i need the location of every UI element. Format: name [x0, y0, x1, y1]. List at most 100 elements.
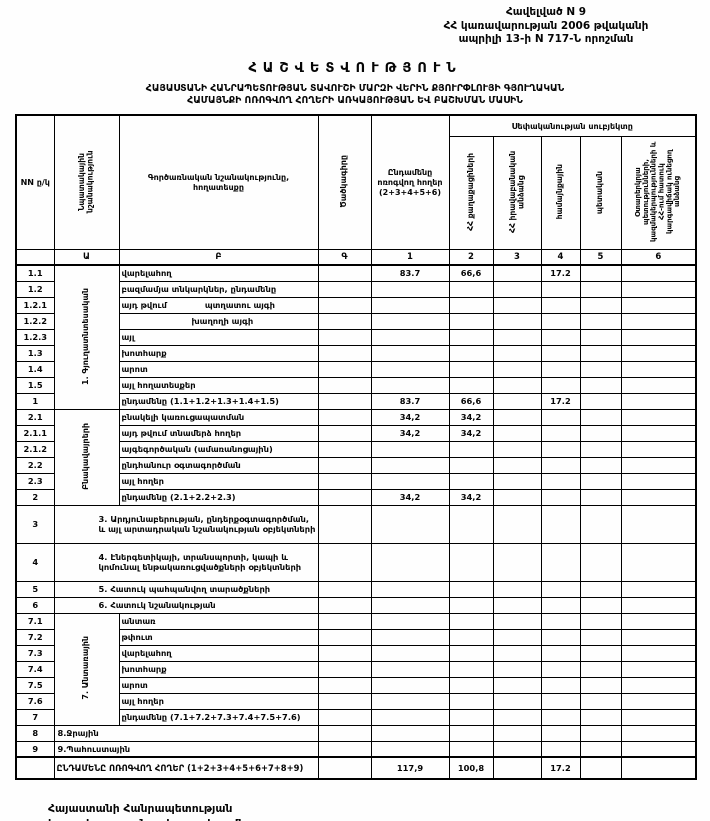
row-label: բազմամյա տնկարկներ, ընդամենը [118, 280, 319, 298]
grand-total-label: ԸՆԴԱՄԵՆԸ ՈՌՈԳՎՈՂ ՀՈՂԵՐ (1+2+3+4+5+6+7+8+… [53, 756, 319, 781]
table-row: 1.2.3 այլ [15, 328, 697, 346]
value-cell [370, 676, 450, 694]
value-cell [540, 708, 581, 726]
row-number: 7.2 [15, 628, 55, 646]
header-own-community: համայնքային [540, 136, 581, 251]
row-number: 1.3 [15, 344, 55, 362]
value-cell [540, 644, 581, 662]
value-cell [540, 440, 581, 458]
value-cell [370, 740, 450, 758]
table-row: 9 9.Պահուստային [15, 740, 697, 758]
value-cell [448, 692, 494, 710]
appendix-line-1: Հավելված N 9 [505, 6, 587, 18]
appendix-note: Հավելված N 9 ՀՀ կառավարության 2006 թվակա… [396, 6, 696, 47]
header-row-ownership: ՀՀ քաղաքացիների ՀՀ իրավաբանական անձանց հ… [16, 136, 697, 251]
value-cell [540, 724, 581, 742]
header-code-text: Ծածկագիրը [339, 155, 349, 208]
value-cell [579, 440, 622, 458]
value-cell [579, 692, 622, 710]
value-cell [579, 542, 622, 582]
header-own-legal-entities-text: ՀՀ իրավաբանական անձանց [507, 150, 526, 234]
value-cell [492, 472, 542, 490]
row-number: 1 [15, 392, 55, 410]
row-label: 4. Էներգետիկայի, տրանսպորտի, կապի և կոմո… [53, 542, 319, 582]
row-label: թփուտ [118, 628, 319, 646]
value-cell [317, 456, 372, 474]
value-cell [579, 328, 622, 346]
value-cell: 34,2 [448, 424, 494, 442]
value-cell [620, 628, 697, 646]
value-cell: 100,8 [448, 756, 494, 781]
table-row: 7.4 խոտհարք [15, 660, 697, 678]
value-cell [579, 456, 622, 474]
value-cell [540, 360, 581, 378]
value-cell [620, 740, 697, 758]
value-cell [448, 612, 494, 630]
value-cell [620, 312, 697, 330]
value-cell [540, 312, 581, 330]
value-cell [492, 692, 542, 710]
value-cell [448, 328, 494, 346]
value-cell [540, 740, 581, 758]
value-cell [579, 504, 622, 544]
value-cell [317, 756, 372, 781]
value-cell [540, 628, 581, 646]
value-cell [579, 740, 622, 758]
row-label: անտառ [118, 612, 319, 630]
row-label: ընդամենը (2.1+2.2+2.3) [118, 488, 319, 506]
row-label: այգեգործական (ամառանոցային) [118, 440, 319, 458]
row-label: ընդհանուր օգտագործման [118, 456, 319, 474]
value-cell [317, 504, 372, 544]
value-cell [370, 628, 450, 646]
row-label: 9.Պահուստային [53, 740, 319, 758]
value-cell [317, 580, 372, 598]
section-agricultural-label: 1. Գյուղատնտեսական [53, 264, 120, 410]
row-label: վարելահող [118, 264, 319, 282]
value-cell [620, 296, 697, 314]
row-label: այլ հողատեսքեր [118, 376, 319, 394]
row-number: 7.5 [15, 676, 55, 694]
row-number: 1.5 [15, 376, 55, 394]
value-cell [317, 488, 372, 506]
value-cell [540, 596, 581, 614]
header-own-state-text: պետական [595, 170, 605, 214]
table-row: 7.3 վարելահող [15, 644, 697, 662]
value-cell [370, 708, 450, 726]
value-cell [620, 542, 697, 582]
value-cell [579, 264, 622, 282]
row-label: խոտհարք [118, 660, 319, 678]
value-cell [620, 440, 697, 458]
row-label: խոտհարք [118, 344, 319, 362]
value-cell [448, 280, 494, 298]
value-cell [579, 596, 622, 614]
header-own-community-text: համայնքային [555, 164, 565, 220]
value-cell [370, 660, 450, 678]
value-cell [579, 580, 622, 598]
row-number: 2.1.2 [15, 440, 55, 458]
value-cell [370, 328, 450, 346]
value-cell: 66,6 [448, 392, 494, 410]
appendix-line-3: ապրիլի 13-ի N 717-Ն որոշման [458, 33, 634, 46]
value-cell [448, 376, 494, 394]
value-cell [579, 612, 622, 630]
value-cell: 34,2 [448, 408, 494, 426]
row-number: 8 [15, 724, 55, 742]
value-cell: 34,2 [448, 488, 494, 506]
value-cell [448, 644, 494, 662]
value-cell [448, 628, 494, 646]
row-label: 3. Արդյունաբերության, ընդերքօգտագործման,… [53, 504, 319, 544]
value-cell [579, 472, 622, 490]
value-cell [579, 424, 622, 442]
value-cell [448, 724, 494, 742]
value-cell [448, 312, 494, 330]
value-cell [370, 724, 450, 742]
value-cell [620, 724, 697, 742]
value-cell [317, 264, 372, 282]
row-label: ընդամենը (1.1+1.2+1.3+1.4+1.5) [118, 392, 319, 410]
value-cell [492, 440, 542, 458]
value-cell [579, 344, 622, 362]
value-cell [370, 504, 450, 544]
header-row-top: NN ը/կ Նպատակային նշանակություն Գործառնա… [15, 114, 697, 251]
appendix-line-2: ՀՀ կառավարության 2006 թվականի [443, 19, 649, 32]
value-cell [492, 360, 542, 378]
